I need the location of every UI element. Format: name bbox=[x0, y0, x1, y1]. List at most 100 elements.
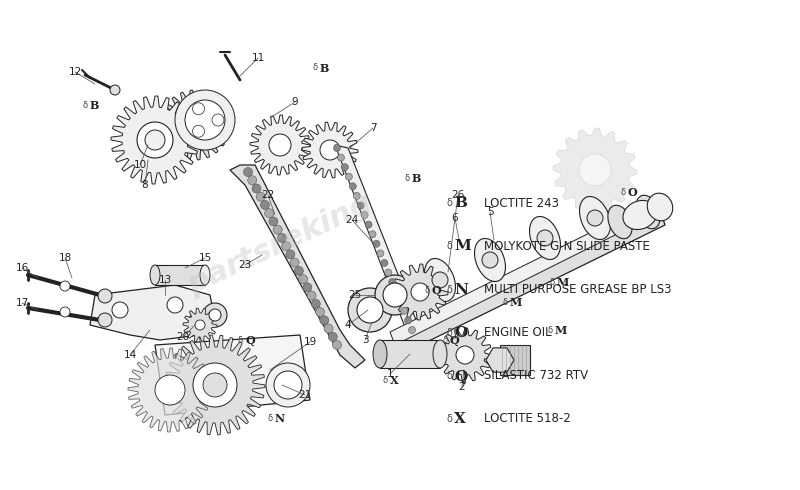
Circle shape bbox=[357, 202, 364, 209]
Text: δ: δ bbox=[446, 285, 452, 294]
Text: X: X bbox=[390, 374, 398, 386]
Text: 20: 20 bbox=[177, 332, 190, 342]
Text: 23: 23 bbox=[238, 260, 252, 270]
Text: Q: Q bbox=[450, 335, 460, 345]
Circle shape bbox=[248, 176, 257, 185]
Polygon shape bbox=[183, 308, 217, 342]
Text: δ: δ bbox=[446, 371, 452, 381]
Text: 10: 10 bbox=[134, 160, 146, 170]
Bar bbox=[500, 345, 530, 375]
Circle shape bbox=[112, 302, 128, 318]
Polygon shape bbox=[553, 128, 637, 212]
Polygon shape bbox=[385, 210, 665, 360]
Polygon shape bbox=[250, 115, 310, 175]
Text: M: M bbox=[510, 296, 522, 308]
Circle shape bbox=[145, 130, 165, 150]
Ellipse shape bbox=[530, 217, 561, 260]
Ellipse shape bbox=[200, 265, 210, 285]
Text: partsreking: partsreking bbox=[183, 190, 377, 300]
Text: Q: Q bbox=[454, 369, 467, 383]
Circle shape bbox=[350, 183, 356, 190]
Ellipse shape bbox=[579, 196, 610, 240]
Text: δ: δ bbox=[383, 375, 388, 385]
Circle shape bbox=[411, 283, 429, 301]
Circle shape bbox=[137, 122, 173, 158]
Circle shape bbox=[175, 90, 235, 150]
Text: 7: 7 bbox=[370, 123, 376, 133]
Circle shape bbox=[315, 308, 325, 317]
Text: Q: Q bbox=[432, 285, 442, 295]
Polygon shape bbox=[438, 328, 492, 382]
Text: B: B bbox=[90, 99, 99, 111]
Text: 22: 22 bbox=[262, 190, 274, 200]
Circle shape bbox=[193, 103, 205, 115]
Text: 3: 3 bbox=[362, 335, 368, 345]
Bar bbox=[155, 265, 205, 285]
Text: 1: 1 bbox=[386, 369, 394, 379]
Polygon shape bbox=[392, 264, 448, 320]
Text: δ: δ bbox=[446, 198, 452, 208]
Circle shape bbox=[98, 289, 112, 303]
Text: 25: 25 bbox=[348, 290, 362, 300]
Circle shape bbox=[209, 309, 221, 321]
Text: 14: 14 bbox=[123, 350, 137, 360]
Text: 26: 26 bbox=[451, 190, 465, 200]
Circle shape bbox=[377, 250, 384, 257]
Circle shape bbox=[342, 164, 348, 171]
Text: M: M bbox=[557, 276, 570, 288]
Circle shape bbox=[60, 281, 70, 291]
Text: 16: 16 bbox=[15, 263, 29, 273]
Text: Q: Q bbox=[245, 335, 254, 345]
Circle shape bbox=[193, 363, 237, 407]
Circle shape bbox=[266, 363, 310, 407]
Circle shape bbox=[294, 267, 303, 275]
Circle shape bbox=[167, 297, 183, 313]
Circle shape bbox=[290, 258, 299, 267]
Circle shape bbox=[432, 272, 448, 288]
Circle shape bbox=[98, 313, 112, 327]
Text: 8: 8 bbox=[142, 180, 148, 190]
Circle shape bbox=[357, 297, 383, 323]
Circle shape bbox=[311, 299, 320, 308]
Polygon shape bbox=[155, 335, 310, 415]
Circle shape bbox=[361, 212, 368, 219]
Circle shape bbox=[354, 193, 360, 199]
Text: O: O bbox=[454, 326, 467, 340]
Text: O: O bbox=[628, 187, 638, 197]
Circle shape bbox=[375, 275, 415, 315]
Text: B: B bbox=[320, 63, 330, 74]
Circle shape bbox=[110, 85, 120, 95]
Ellipse shape bbox=[647, 193, 673, 221]
Text: δ: δ bbox=[83, 100, 88, 109]
Ellipse shape bbox=[150, 265, 160, 285]
Text: δ: δ bbox=[446, 328, 452, 338]
Polygon shape bbox=[390, 198, 665, 345]
Circle shape bbox=[346, 173, 352, 180]
Circle shape bbox=[333, 341, 342, 349]
Text: 5: 5 bbox=[486, 207, 494, 217]
Text: 15: 15 bbox=[198, 253, 212, 263]
Text: 18: 18 bbox=[58, 253, 72, 263]
Circle shape bbox=[265, 209, 274, 218]
Text: δ: δ bbox=[550, 277, 555, 287]
Circle shape bbox=[185, 100, 225, 140]
Circle shape bbox=[381, 259, 388, 267]
Circle shape bbox=[587, 210, 603, 226]
Text: SILASTIC 732 RTV: SILASTIC 732 RTV bbox=[484, 369, 588, 382]
Circle shape bbox=[482, 252, 498, 268]
Circle shape bbox=[373, 240, 380, 247]
Polygon shape bbox=[486, 348, 514, 372]
Circle shape bbox=[189, 314, 201, 326]
Text: δ: δ bbox=[446, 414, 452, 424]
Circle shape bbox=[243, 168, 253, 176]
Circle shape bbox=[274, 371, 302, 399]
Circle shape bbox=[338, 154, 345, 161]
Text: B: B bbox=[454, 196, 467, 210]
Circle shape bbox=[203, 373, 227, 397]
Text: B: B bbox=[412, 172, 422, 183]
Text: δ: δ bbox=[621, 188, 626, 196]
Polygon shape bbox=[165, 335, 265, 435]
Text: δ: δ bbox=[268, 414, 273, 422]
Circle shape bbox=[409, 326, 415, 334]
Circle shape bbox=[348, 288, 392, 332]
